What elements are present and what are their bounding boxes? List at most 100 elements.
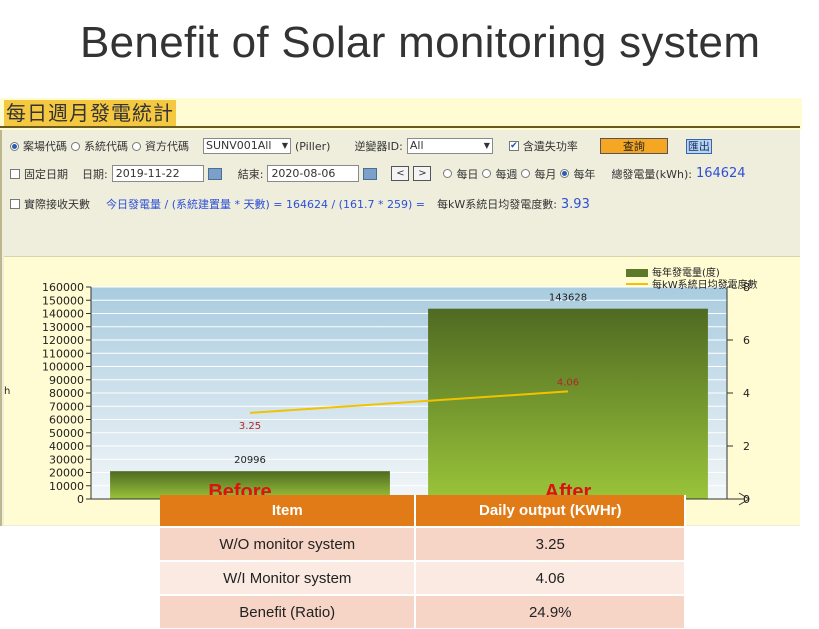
filter-row-1: 案場代碼 系統代碼 資方代碼 SUNV001All ▼ (Piller) 逆變器… <box>10 138 712 154</box>
benefit-table: Item Daily output (KWHr) W/O monitor sys… <box>160 495 686 628</box>
y-tick-label: 30000 <box>49 453 84 466</box>
export-button[interactable]: 匯出 <box>685 138 712 154</box>
inverter-select[interactable]: All ▼ <box>406 138 493 154</box>
y-tick-label: 70000 <box>49 400 84 413</box>
y-tick-label: 10000 <box>49 480 84 493</box>
y-tick-label: 120000 <box>42 334 84 347</box>
chart-legend: 每年發電量(度)每kW系統日均發電度數 <box>626 266 758 291</box>
legend-swatch-bar <box>626 269 648 277</box>
y-tick-label: 160000 <box>42 281 84 294</box>
y-axis-label: h <box>4 386 10 397</box>
query-button[interactable]: 查詢 <box>599 138 668 154</box>
site-suffix: (Piller) <box>295 139 331 153</box>
actual-days-label: 實際接收天數 <box>24 198 90 211</box>
radio-weekly-label: 每週 <box>495 167 518 181</box>
radio-monthly-label: 每月 <box>534 167 557 181</box>
app-frame: 每日週月發電統計 案場代碼 系統代碼 資方代碼 SUNV001All ▼ (Pi… <box>0 98 802 531</box>
chevron-down-icon: ▼ <box>483 141 490 150</box>
calendar-icon[interactable] <box>207 167 222 180</box>
radio-investor-code[interactable] <box>132 141 141 151</box>
filter-row-2: 固定日期 日期: 2019-11-22 結束: 2020-08-06 < > 每… <box>10 165 746 182</box>
table-cell: 3.25 <box>415 526 686 561</box>
line-value-label: 3.25 <box>239 421 261 432</box>
radio-site-code[interactable] <box>10 141 19 151</box>
bar-value-label: 20996 <box>234 455 266 466</box>
legend-label: 每kW系統日均發電度數 <box>652 278 758 291</box>
site-select-value: SUNV001All <box>206 139 272 152</box>
table-header: Item <box>160 495 417 527</box>
radio-weekly[interactable] <box>482 169 492 178</box>
radio-system-code[interactable] <box>71 141 80 151</box>
fixed-date-checkbox[interactable] <box>10 168 20 179</box>
y-tick-label: 50000 <box>49 427 84 440</box>
table-cell: Benefit (Ratio) <box>160 594 417 628</box>
radio-investor-code-label: 資方代碼 <box>145 140 189 153</box>
y-tick-label: 20000 <box>49 467 84 480</box>
y-tick-label: 130000 <box>42 321 84 334</box>
per-kw-value: 3.93 <box>560 196 590 212</box>
y2-tick-label: 0 <box>743 493 750 506</box>
radio-yearly-label: 每年 <box>573 167 596 181</box>
formula-text: 今日發電量 / (系統建置量 * 天數) = 164624 / (161.7 *… <box>106 198 425 211</box>
y2-tick-label: 6 <box>743 334 750 347</box>
include-loss-checkbox[interactable]: ✔ <box>508 141 519 151</box>
y2-tick-label: 2 <box>743 440 750 453</box>
y-tick-label: 100000 <box>42 361 84 374</box>
radio-daily-label: 每日 <box>456 167 479 181</box>
table-cell: 4.06 <box>415 560 686 595</box>
y2-tick-label: 8 <box>743 281 750 294</box>
table-header: Daily output (KWHr) <box>415 495 686 527</box>
table-header-row: Item Daily output (KWHr) <box>160 495 686 527</box>
fixed-date-label: 固定日期 <box>24 167 68 181</box>
next-button[interactable]: > <box>413 166 432 181</box>
y-tick-label: 80000 <box>49 387 84 400</box>
x-axis-arrow <box>738 492 750 506</box>
total-label: 總發電量(kWh): <box>611 167 692 181</box>
chart-area: 20996 143628 3.25 4.06 160000 150000 140000 1… <box>4 256 800 531</box>
series-line <box>249 390 569 414</box>
bar <box>428 308 708 499</box>
end-date-input[interactable]: 2020-08-06 <box>267 165 360 182</box>
radio-system-code-label: 系統代碼 <box>84 140 128 153</box>
bar <box>110 471 390 499</box>
query-panel: 案場代碼 系統代碼 資方代碼 SUNV001All ▼ (Piller) 逆變器… <box>0 130 800 531</box>
chevron-down-icon: ▼ <box>281 141 288 150</box>
page-header: 每日週月發電統計 <box>0 98 802 130</box>
header-divider <box>0 126 800 128</box>
legend-label: 每年發電量(度) <box>652 266 720 279</box>
y-tick-label: 150000 <box>42 294 84 307</box>
site-select[interactable]: SUNV001All ▼ <box>203 138 291 154</box>
slide-title: Benefit of Solar monitoring system <box>80 18 761 67</box>
radio-monthly[interactable] <box>521 169 531 178</box>
total-value: 164624 <box>695 166 746 181</box>
actual-days-checkbox[interactable] <box>10 199 20 209</box>
table-row: W/O monitor system 3.25 <box>160 526 686 561</box>
radio-site-code-label: 案場代碼 <box>23 140 67 153</box>
end-label: 結束: <box>237 167 264 181</box>
table-row: W/I Monitor system 4.06 <box>160 560 686 595</box>
per-kw-label: 每kW系統日均發電度數: <box>436 198 557 211</box>
radio-daily[interactable] <box>443 169 453 178</box>
y2-tick-label: 4 <box>743 387 750 400</box>
radio-yearly[interactable] <box>560 169 570 178</box>
calendar-icon[interactable] <box>363 167 378 180</box>
bar-value-label: 143628 <box>549 293 587 304</box>
y-tick-label: 60000 <box>49 414 84 427</box>
table-row: Benefit (Ratio) 24.9% <box>160 594 686 628</box>
include-loss-label: 含遺失功率 <box>522 140 578 153</box>
y-tick-label: 0 <box>77 493 84 506</box>
filter-row-3: 實際接收天數 今日發電量 / (系統建置量 * 天數) = 164624 / (… <box>10 196 590 212</box>
line-value-label: 4.06 <box>557 377 579 388</box>
y-tick-label: 140000 <box>42 308 84 321</box>
inverter-select-value: All <box>409 139 424 152</box>
table-cell: W/O monitor system <box>160 526 417 561</box>
table-cell: W/I Monitor system <box>160 560 417 595</box>
y-tick-label: 90000 <box>49 374 84 387</box>
page-title: 每日週月發電統計 <box>4 100 176 126</box>
y-tick-label: 110000 <box>42 347 84 360</box>
prev-button[interactable]: < <box>391 166 410 181</box>
start-date-input[interactable]: 2019-11-22 <box>111 165 204 182</box>
date-label: 日期: <box>82 167 108 181</box>
y-tick-label: 40000 <box>49 440 84 453</box>
